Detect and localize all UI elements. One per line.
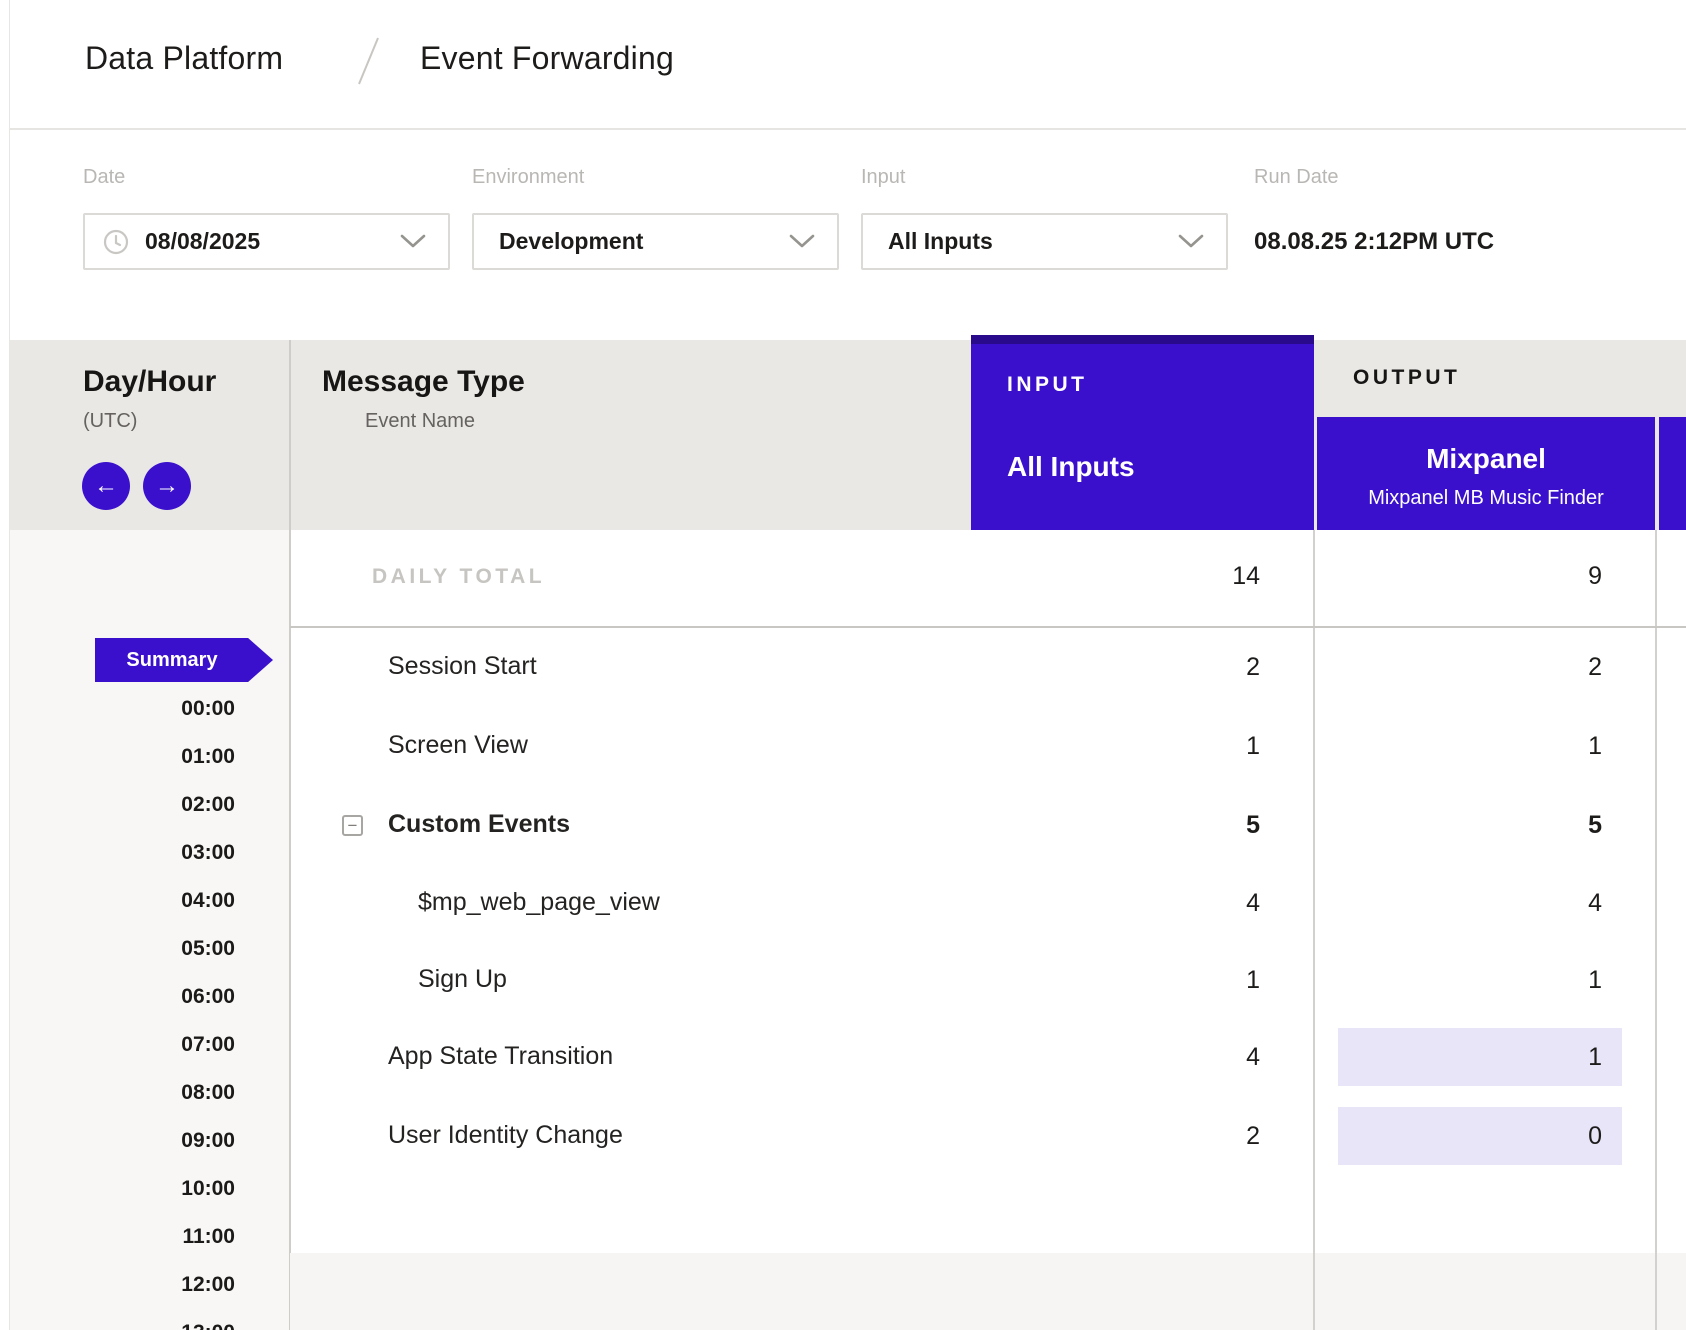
breadcrumb-parent[interactable]: Data Platform bbox=[85, 40, 284, 76]
event-row-input-value: 5 bbox=[1246, 811, 1260, 839]
hour-row-selector[interactable]: 07:00 bbox=[181, 1033, 235, 1056]
hour-row-selector[interactable]: 13:00 bbox=[35, 1321, 235, 1330]
breadcrumb-slash-icon bbox=[352, 32, 384, 88]
event-row-output-value: 0 bbox=[1588, 1122, 1602, 1150]
event-row-output-value: 4 bbox=[1588, 889, 1602, 917]
chevron-down-icon bbox=[1178, 234, 1204, 249]
input-column-name: All Inputs bbox=[1007, 451, 1135, 482]
event-row-label: App State Transition bbox=[388, 1042, 614, 1070]
date-filter-value: 08/08/2025 bbox=[145, 228, 261, 254]
highlight-cell bbox=[1338, 1107, 1622, 1165]
environment-filter-label: Environment bbox=[472, 166, 585, 188]
output-group-label: OUTPUT bbox=[1353, 366, 1461, 389]
collapse-custom-events-button[interactable]: − bbox=[342, 815, 363, 836]
column-divider bbox=[289, 340, 291, 1330]
header-divider bbox=[10, 128, 1686, 130]
hour-row-selector[interactable]: 02:00 bbox=[181, 793, 235, 816]
run-date-value: 08.08.25 2:12PM UTC bbox=[1254, 228, 1495, 255]
arrow-right-icon: → bbox=[155, 472, 179, 499]
table-footer-band bbox=[290, 1253, 1686, 1330]
event-row-label: Sign Up bbox=[418, 965, 507, 993]
input-column-header: INPUT All Inputs bbox=[971, 335, 1314, 530]
event-row-input-value: 1 bbox=[1246, 732, 1260, 760]
minus-icon: − bbox=[347, 816, 358, 835]
date-filter-label: Date bbox=[83, 166, 126, 188]
daily-total-output-value: 9 bbox=[1588, 562, 1602, 590]
hour-row-selector[interactable]: 10:00 bbox=[181, 1177, 235, 1200]
event-row-output-value: 5 bbox=[1588, 811, 1602, 839]
daily-total-label: DAILY TOTAL bbox=[372, 565, 546, 588]
hour-row-selector[interactable]: 05:00 bbox=[181, 937, 235, 960]
event-row-output-value: 1 bbox=[1588, 966, 1602, 994]
hour-row-selector[interactable]: 03:00 bbox=[181, 841, 235, 864]
daily-total-divider bbox=[290, 626, 1686, 628]
previous-day-button[interactable]: ← bbox=[82, 462, 130, 510]
event-row-label: Session Start bbox=[388, 652, 537, 680]
output-column-header: Mixpanel Mixpanel MB Music Finder bbox=[1317, 417, 1655, 530]
event-row-input-value: 4 bbox=[1246, 889, 1260, 917]
hour-row-selector[interactable]: 01:00 bbox=[181, 745, 235, 768]
clock-icon bbox=[102, 228, 130, 256]
hour-row-selector[interactable]: 04:00 bbox=[181, 889, 235, 912]
next-output-column-header-partial bbox=[1659, 417, 1686, 530]
output-column-divider bbox=[1655, 530, 1657, 1330]
hour-row-selector[interactable]: 12:00 bbox=[181, 1273, 235, 1296]
input-filter-value: All Inputs bbox=[888, 228, 993, 254]
date-filter-dropdown[interactable]: 08/08/2025 bbox=[83, 213, 450, 270]
day-hour-column-title: Day/Hour bbox=[83, 365, 217, 398]
breadcrumb-current: Event Forwarding bbox=[420, 40, 674, 76]
run-date-label: Run Date bbox=[1254, 166, 1339, 188]
input-group-label: INPUT bbox=[1007, 373, 1088, 396]
event-row-output-value: 1 bbox=[1588, 1043, 1602, 1071]
event-row-input-value: 2 bbox=[1246, 1122, 1260, 1150]
highlight-cell bbox=[1338, 1028, 1622, 1086]
message-type-column-subtitle: Event Name bbox=[365, 410, 476, 432]
hour-row-selector[interactable]: 06:00 bbox=[181, 985, 235, 1008]
hour-row-selector[interactable]: 11:00 bbox=[182, 1225, 235, 1248]
event-row-output-value: 1 bbox=[1588, 732, 1602, 760]
environment-filter-dropdown[interactable]: Development bbox=[472, 213, 839, 270]
daily-total-input-value: 14 bbox=[1232, 562, 1260, 590]
input-column-divider bbox=[1313, 530, 1315, 1330]
event-row-label: Screen View bbox=[388, 731, 528, 759]
hour-row-selector[interactable]: 09:00 bbox=[181, 1129, 235, 1152]
output-column-subtitle: Mixpanel MB Music Finder bbox=[1368, 487, 1604, 509]
event-row-input-value: 1 bbox=[1246, 966, 1260, 994]
day-hour-column-subtitle: (UTC) bbox=[83, 410, 138, 432]
event-row-label: $mp_web_page_view bbox=[418, 888, 660, 916]
output-column-name: Mixpanel bbox=[1426, 443, 1546, 474]
arrow-left-icon: ← bbox=[94, 472, 118, 499]
message-type-column-title: Message Type bbox=[322, 365, 525, 398]
next-day-button[interactable]: → bbox=[143, 462, 191, 510]
chevron-down-icon bbox=[400, 234, 426, 249]
hour-row-selector[interactable]: 08:00 bbox=[181, 1081, 235, 1104]
event-row-label: Custom Events bbox=[388, 810, 570, 838]
hour-row-selector[interactable]: 00:00 bbox=[181, 697, 235, 720]
event-row-output-value: 2 bbox=[1588, 653, 1602, 681]
summary-row-selector[interactable]: Summary bbox=[95, 638, 273, 682]
left-edge-divider bbox=[9, 0, 10, 1330]
input-filter-label: Input bbox=[861, 166, 906, 188]
event-row-input-value: 4 bbox=[1246, 1043, 1260, 1071]
environment-filter-value: Development bbox=[499, 228, 644, 254]
event-row-input-value: 2 bbox=[1246, 653, 1260, 681]
chevron-down-icon bbox=[789, 234, 815, 249]
event-row-label: User Identity Change bbox=[388, 1121, 623, 1149]
input-filter-dropdown[interactable]: All Inputs bbox=[861, 213, 1228, 270]
